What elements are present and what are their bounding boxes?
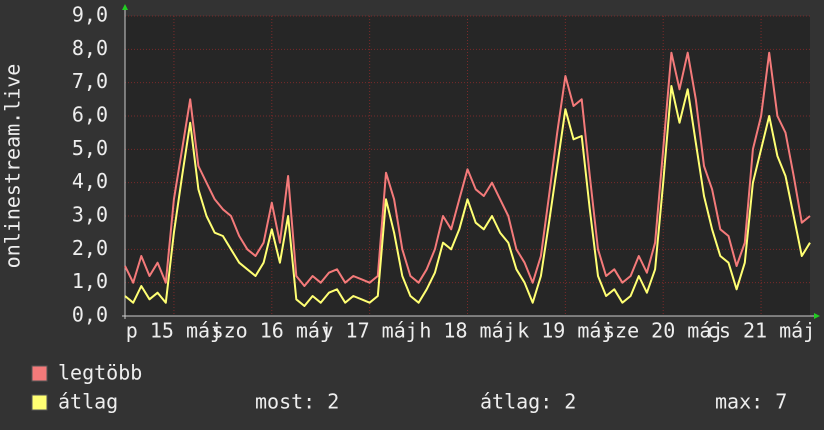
y-tick-label: 2,0 xyxy=(72,236,108,260)
x-tick-label: p 15 máj xyxy=(126,319,222,343)
x-tick-label: k 19 máj xyxy=(517,319,613,343)
y-tick-label: 3,0 xyxy=(72,203,108,227)
x-tick-label: cs 21 máj xyxy=(707,319,815,343)
y-tick-label: 8,0 xyxy=(72,36,108,60)
y-tick-label: 9,0 xyxy=(72,3,108,27)
legend-stat: átlag: 2 xyxy=(480,390,576,414)
y-tick-label: 1,0 xyxy=(72,269,108,293)
axis-arrow xyxy=(122,4,128,10)
y-tick-label: 5,0 xyxy=(72,136,108,160)
x-tick-label: h 18 máj xyxy=(419,319,515,343)
legend-swatch xyxy=(31,394,48,411)
y-tick-label: 6,0 xyxy=(72,103,108,127)
series-line xyxy=(124,51,811,287)
y-tick-label: 7,0 xyxy=(72,69,108,93)
series-line xyxy=(124,85,811,307)
legend-swatch xyxy=(31,365,48,382)
x-tick-label: v 17 máj xyxy=(321,319,417,343)
y-tick-label: 0,0 xyxy=(72,303,108,327)
x-tick-label: sze 20 máj xyxy=(603,319,723,343)
y-axis-label: onlinestream.live xyxy=(1,64,25,269)
x-tick-label: szo 16 máj xyxy=(212,319,332,343)
axis-arrow xyxy=(814,313,820,319)
legend-label: legtöbb xyxy=(58,361,142,385)
legend-stat: most: 2 xyxy=(255,390,339,414)
y-tick-label: 4,0 xyxy=(72,169,108,193)
legend-stat: max: 7 xyxy=(715,390,787,414)
legend-label: átlag xyxy=(58,390,118,414)
